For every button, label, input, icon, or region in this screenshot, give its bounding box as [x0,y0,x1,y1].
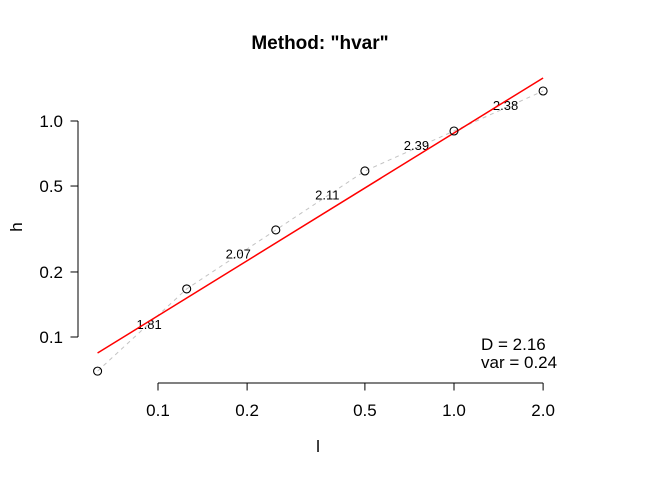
y-tick-label: 1.0 [39,112,63,131]
data-points [93,86,548,376]
stat-annotation-var: var = 0.24 [481,353,557,372]
slope-labels: 1.81 2.07 2.11 2.39 2.38 [136,98,518,332]
chart-title: Method: "hvar" [251,33,388,54]
series-dashed-line [97,90,544,372]
data-point [449,126,459,136]
y-axis-label: h [7,222,26,231]
x-tick-label: 0.1 [146,401,170,420]
slope-label: 1.81 [136,317,161,332]
data-point [93,366,103,376]
slope-label: 2.39 [404,138,429,153]
data-point [360,166,370,176]
slope-label: 2.11 [315,187,339,202]
x-axis: 0.1 0.2 0.5 1.0 2.0 [146,382,555,420]
y-tick-label: 0.2 [39,263,63,282]
x-tick-label: 0.5 [353,401,377,420]
fit-line [97,77,544,354]
y-tick-label: 0.1 [39,328,63,347]
y-tick-label: 0.5 [39,177,63,196]
x-tick-label: 2.0 [531,401,555,420]
data-point [538,86,548,96]
stat-annotation-d: D = 2.16 [481,335,546,354]
x-tick-label: 1.0 [442,401,466,420]
data-series [97,90,544,372]
data-point [182,284,192,294]
x-tick-label: 0.2 [235,401,259,420]
slope-label: 2.07 [226,246,251,261]
fit-line-group [97,77,544,354]
y-axis: 0.1 0.2 0.5 1.0 [39,112,79,347]
data-point [271,225,281,235]
x-axis-label: l [316,437,320,456]
slope-label: 2.38 [493,98,518,113]
